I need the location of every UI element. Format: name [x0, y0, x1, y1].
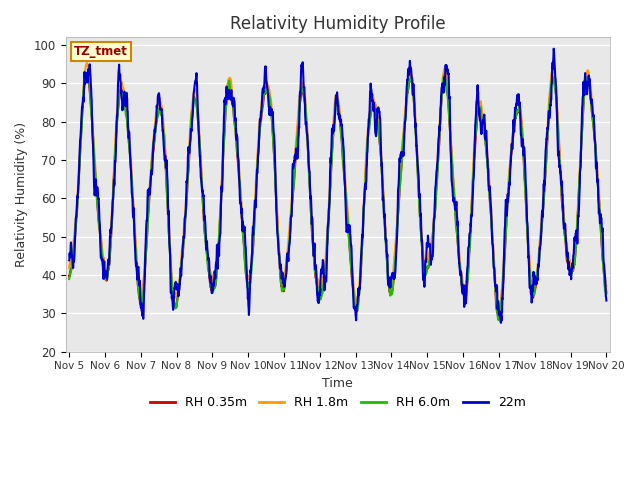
RH 1.8m	[602, 283, 610, 289]
RH 1.8m	[83, 60, 91, 66]
22m	[488, 237, 496, 243]
Y-axis label: Relativity Humidity (%): Relativity Humidity (%)	[15, 122, 28, 267]
22m	[588, 96, 595, 102]
RH 6.0m	[488, 239, 496, 244]
RH 6.0m	[588, 102, 595, 108]
X-axis label: Time: Time	[323, 377, 353, 390]
RH 0.35m	[588, 103, 595, 109]
RH 1.8m	[93, 187, 100, 193]
Legend: RH 0.35m, RH 1.8m, RH 6.0m, 22m: RH 0.35m, RH 1.8m, RH 6.0m, 22m	[145, 391, 531, 414]
RH 0.35m	[82, 70, 90, 75]
Line: RH 6.0m: RH 6.0m	[69, 73, 606, 320]
RH 6.0m	[84, 70, 92, 76]
RH 0.35m	[93, 192, 100, 198]
Text: TZ_tmet: TZ_tmet	[74, 45, 127, 58]
RH 0.35m	[312, 279, 320, 285]
RH 6.0m	[65, 276, 73, 282]
22m	[312, 265, 320, 271]
22m	[93, 193, 100, 199]
RH 1.8m	[312, 269, 320, 275]
22m	[550, 46, 557, 51]
RH 1.8m	[588, 92, 595, 97]
RH 6.0m	[327, 175, 335, 180]
22m	[497, 320, 505, 326]
RH 6.0m	[312, 277, 320, 283]
RH 1.8m	[327, 170, 335, 176]
RH 1.8m	[588, 89, 595, 95]
22m	[602, 298, 610, 303]
RH 0.35m	[65, 273, 73, 279]
RH 1.8m	[488, 232, 496, 238]
RH 6.0m	[93, 194, 100, 200]
Line: RH 1.8m: RH 1.8m	[69, 63, 606, 309]
RH 0.35m	[488, 237, 496, 243]
22m	[65, 258, 73, 264]
RH 0.35m	[495, 315, 502, 321]
RH 1.8m	[495, 306, 502, 312]
RH 6.0m	[495, 317, 502, 323]
Line: 22m: 22m	[69, 48, 606, 323]
RH 0.35m	[327, 178, 335, 184]
22m	[588, 100, 595, 106]
RH 6.0m	[602, 290, 610, 296]
Line: RH 0.35m: RH 0.35m	[69, 72, 606, 318]
22m	[326, 163, 334, 169]
Title: Relativity Humidity Profile: Relativity Humidity Profile	[230, 15, 445, 33]
RH 1.8m	[65, 265, 73, 271]
RH 6.0m	[588, 98, 595, 104]
RH 0.35m	[588, 100, 595, 106]
RH 0.35m	[602, 289, 610, 295]
